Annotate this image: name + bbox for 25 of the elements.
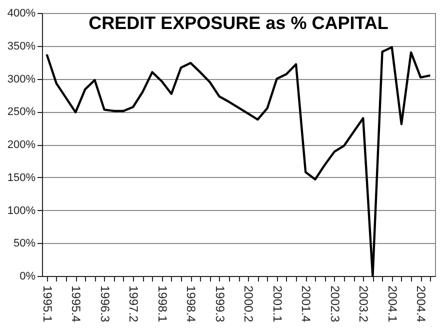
y-tick-label: 0% <box>20 270 36 282</box>
x-tick-label: 2002.3 <box>328 286 342 323</box>
x-tick-label: 1996.3 <box>98 286 112 323</box>
x-tick-label: 1999.3 <box>212 286 227 323</box>
y-tick-label: 350% <box>7 40 36 52</box>
y-tick-label: 400% <box>7 8 36 20</box>
x-tick-label: 2001.4 <box>299 286 314 323</box>
y-tick-label: 100% <box>7 204 36 217</box>
x-tick-label: 1998.4 <box>184 286 198 323</box>
x-tick-label: 1998.1 <box>155 286 170 323</box>
x-tick-label: 1995.1 <box>40 286 54 323</box>
x-tick-label: 2004.4 <box>414 286 428 323</box>
y-tick-label: 300% <box>7 73 36 86</box>
y-tick-label: 250% <box>7 106 36 118</box>
y-tick-label: 50% <box>13 238 36 250</box>
y-tick-label: 200% <box>7 139 36 151</box>
x-tick-label: 2004.1 <box>385 286 400 323</box>
x-tick-label: 1997.2 <box>126 286 141 323</box>
line-series <box>46 46 432 278</box>
chart-title: CREDIT EXPOSURE as % CAPITAL <box>88 13 388 33</box>
x-tick-label: 1995.4 <box>69 286 84 323</box>
y-tick-label: 150% <box>7 172 36 184</box>
x-tick-label: 2003.2 <box>356 286 371 323</box>
x-tick-label: 2001.1 <box>270 286 284 323</box>
x-tick-label: 2000.2 <box>242 286 256 323</box>
